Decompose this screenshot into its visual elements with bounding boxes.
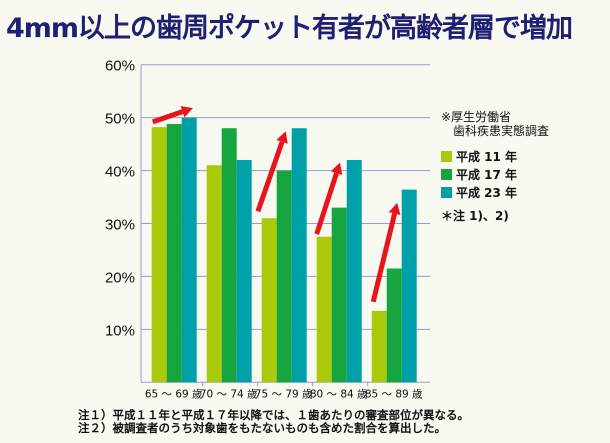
- legend-item-h17: 平成 17 年: [441, 166, 549, 183]
- bar-3-2: [236, 159, 252, 383]
- bar-3-1: [181, 117, 197, 383]
- trend-arrow: [151, 109, 184, 125]
- bar-1-2: [206, 165, 222, 383]
- trend-arrow-head: [388, 202, 401, 215]
- trend-arrow-head: [276, 131, 288, 144]
- trend-arrow-head: [330, 162, 343, 175]
- y-tick-label: 60%: [105, 58, 135, 75]
- y-tick-label: 10%: [105, 322, 135, 339]
- trend-arrow-head: [180, 105, 193, 118]
- source-line-1: ※厚生労働省: [441, 110, 512, 124]
- bar-1-4: [316, 236, 332, 383]
- trend-arrow: [314, 172, 339, 235]
- legend-note: ＊注 1)、2): [441, 209, 509, 223]
- bar-1-1: [151, 127, 167, 383]
- bar-2-5: [386, 268, 402, 383]
- chart-title: 4mm以上の歯周ポケット有者が高齢者層で増加: [6, 13, 573, 44]
- x-tick-label: 70 ～ 74 歳: [200, 388, 258, 400]
- bar-2-3: [276, 170, 292, 383]
- bar-1-3: [261, 218, 277, 383]
- x-tick-label: 80 ～ 84 歳: [310, 388, 368, 400]
- bar-3-5: [401, 189, 417, 383]
- legend-item-h11: 平成 11 年: [441, 148, 549, 165]
- legend-label: 平成 17 年: [456, 168, 518, 182]
- legend-label: 平成 23 年: [456, 186, 518, 200]
- y-tick-label: 50%: [105, 111, 135, 128]
- footnote-2: 注２）被調査者のうち対象歯をもたないものも含めた割合を算出した。: [78, 421, 446, 435]
- data-source: ※厚生労働省 歯科疾患実態調査: [441, 110, 549, 138]
- bar-1-5: [371, 310, 387, 383]
- y-tick-label: 20%: [105, 269, 135, 286]
- legend-swatch: [441, 169, 452, 180]
- legend-swatch: [441, 151, 452, 162]
- bar-2-1: [166, 123, 182, 383]
- x-tick-label: 85 ～ 89 歳: [365, 388, 423, 400]
- footnote-1: 注１）平成１１年と平成１７年以降では、１歯あたりの審査部位が異なる。: [78, 408, 469, 422]
- legend: ※厚生労働省 歯科疾患実態調査 平成 11 年 平成 17 年 平成 23 年 …: [441, 110, 549, 224]
- legend-label: 平成 11 年: [456, 150, 518, 164]
- y-tick-label: 30%: [105, 217, 135, 234]
- bar-2-4: [331, 207, 347, 383]
- x-tick-label: 65 ～ 69 歳: [145, 388, 203, 400]
- y-tick-label: 40%: [105, 164, 135, 181]
- bar-2-2: [221, 128, 237, 383]
- bar-3-4: [346, 159, 362, 383]
- source-line-2: 歯科疾患実態調査: [453, 124, 550, 138]
- bar-3-3: [291, 128, 307, 383]
- x-tick-label: 75 ～ 79 歳: [255, 388, 313, 400]
- trend-arrow: [370, 212, 398, 303]
- legend-item-h23: 平成 23 年: [441, 184, 549, 201]
- footnotes: 注１）平成１１年と平成１７年以降では、１歯あたりの審査部位が異なる。 注２）被調…: [78, 409, 469, 435]
- legend-swatch: [441, 187, 452, 198]
- trend-arrow: [255, 140, 285, 213]
